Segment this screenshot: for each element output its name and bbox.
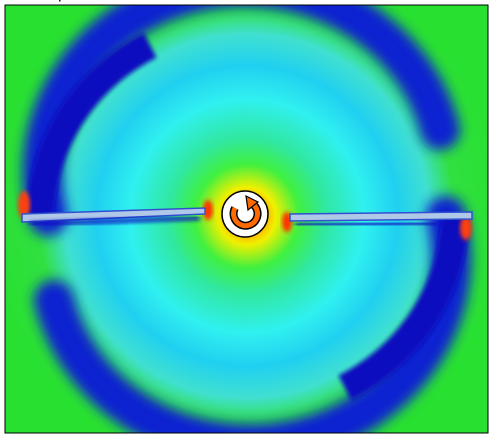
blade-wake [295,223,440,225]
blade [290,212,472,221]
simulation-view: p [0,0,491,438]
title: p [58,0,67,2]
rotation-icon [222,191,268,237]
